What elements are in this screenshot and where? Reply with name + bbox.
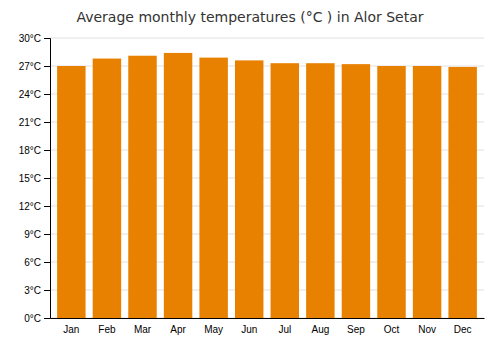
y-tick-label: 27°C	[19, 61, 41, 72]
x-tick: Aug	[311, 324, 329, 335]
y-tick: 27°C	[19, 61, 50, 72]
x-tick: Dec	[454, 324, 472, 335]
x-tick: Jun	[241, 324, 257, 335]
y-tick-label: 30°C	[19, 33, 41, 44]
bar	[448, 67, 476, 318]
x-tick: Jul	[278, 324, 291, 335]
y-tick-mark	[44, 178, 50, 179]
y-tick: 18°C	[19, 145, 50, 156]
title: Average monthly temperatures (°C ) in Al…	[76, 9, 423, 25]
y-tick-label: 24°C	[19, 89, 41, 100]
x-tick: Feb	[98, 324, 116, 335]
bar	[57, 66, 85, 318]
y-tick-mark	[44, 38, 50, 39]
y-tick-label: 6°C	[24, 257, 41, 268]
y-tick-label: 15°C	[19, 173, 41, 184]
x-tick-label: Jul	[278, 324, 291, 335]
x-tick-label: Dec	[454, 324, 472, 335]
x-tick-label: Jun	[241, 324, 257, 335]
bar	[128, 56, 156, 318]
y-tick-mark	[44, 318, 50, 319]
x-tick: Oct	[384, 324, 400, 335]
bar	[413, 66, 441, 318]
bar	[235, 60, 263, 318]
y-tick: 3°C	[24, 285, 50, 296]
bar	[342, 64, 370, 318]
bar	[271, 63, 299, 318]
x-tick: Mar	[134, 324, 152, 335]
y-tick-mark	[44, 262, 50, 263]
y-tick-mark	[44, 234, 50, 235]
y-tick-label: 12°C	[19, 201, 41, 212]
grid	[50, 38, 484, 318]
x-tick-label: Apr	[170, 324, 186, 335]
y-axis: 0°C 3°C 6°C 9°C 12°C 15°C 18°C 21°C 24°C 27°C 30°C	[19, 33, 51, 324]
x-axis: Jan Feb Mar Apr May Jun Jul Aug Sep Oct Nov Dec	[51, 319, 485, 336]
plot: 0°C 3°C 6°C 9°C 12°C 15°C 18°C 21°C 24°C 27°C 30°C…	[19, 33, 485, 335]
x-tick: May	[204, 324, 223, 335]
bar	[199, 58, 227, 318]
y-tick-label: 21°C	[19, 117, 41, 128]
bar	[306, 63, 334, 318]
y-axis-line	[44, 39, 51, 319]
x-tick-label: Aug	[311, 324, 329, 335]
x-tick-label: Sep	[347, 324, 365, 335]
bar	[377, 66, 405, 318]
x-axis-line	[51, 318, 485, 319]
chart: Average monthly temperatures (°C ) in Al…	[0, 0, 500, 350]
x-tick-label: Feb	[98, 324, 116, 335]
y-tick: 21°C	[19, 117, 50, 128]
grid-line	[50, 38, 484, 39]
x-tick-label: Mar	[134, 324, 152, 335]
y-tick-label: 3°C	[24, 285, 41, 296]
x-tick: Sep	[347, 324, 365, 335]
x-tick: Nov	[418, 324, 436, 335]
x-tick-label: May	[204, 324, 223, 335]
x-tick-label: Nov	[418, 324, 436, 335]
x-tick-label: Oct	[384, 324, 400, 335]
x-tick-label: Jan	[63, 324, 79, 335]
y-tick: 0°C	[24, 313, 50, 324]
y-tick-mark	[44, 66, 50, 67]
bar	[164, 53, 192, 318]
y-tick: 9°C	[24, 229, 50, 240]
y-tick-mark	[44, 122, 50, 123]
y-tick: 12°C	[19, 201, 50, 212]
y-tick: 15°C	[19, 173, 50, 184]
y-tick-mark	[44, 206, 50, 207]
y-tick-label: 18°C	[19, 145, 41, 156]
y-tick-label: 0°C	[24, 313, 41, 324]
y-tick: 24°C	[19, 89, 50, 100]
y-tick: 6°C	[24, 257, 50, 268]
y-tick-mark	[44, 94, 50, 95]
y-tick-label: 9°C	[24, 229, 41, 240]
bar	[93, 59, 121, 318]
y-tick-mark	[44, 150, 50, 151]
y-tick: 30°C	[19, 33, 50, 44]
x-tick: Apr	[170, 324, 186, 335]
x-tick: Jan	[63, 324, 79, 335]
y-tick-mark	[44, 290, 50, 291]
bars	[57, 53, 477, 318]
